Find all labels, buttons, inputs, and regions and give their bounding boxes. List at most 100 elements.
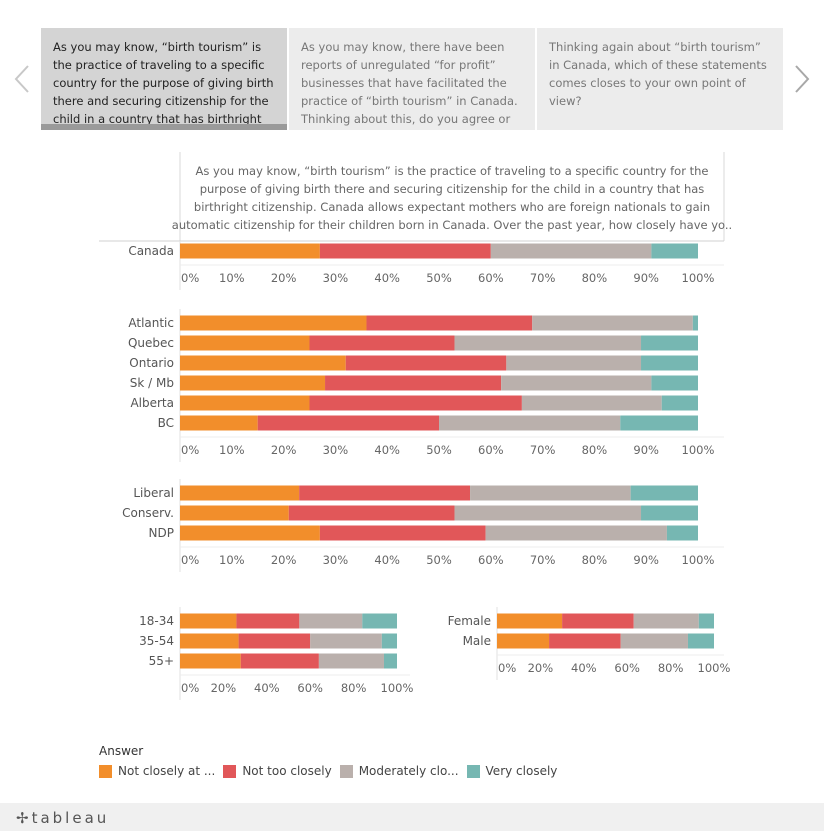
category-label: 35-54 (139, 634, 174, 648)
tick-label: 40% (254, 681, 280, 695)
category-label: Sk / Mb (130, 376, 174, 390)
bar-segment (366, 315, 533, 331)
tableau-plus-icon: ✢ (16, 809, 32, 827)
bar-segment (549, 633, 621, 649)
bar-segment (240, 653, 319, 669)
bar-segment (180, 485, 300, 501)
question-line-1: As you may know, “birth tourism” is the … (196, 164, 709, 178)
question-line-2: purpose of giving birth there and securi… (200, 182, 705, 196)
tick-label: 100% (682, 271, 715, 285)
bar-segment (180, 525, 320, 541)
bar-segment (288, 505, 455, 521)
bar-segment (236, 613, 300, 629)
tick-label: 20% (271, 553, 297, 567)
bar-segment (641, 335, 698, 351)
tick-label: 60% (614, 661, 640, 675)
bar-segment (325, 375, 502, 391)
category-label: Ontario (129, 356, 174, 370)
legend-label: Not closely at ... (118, 764, 216, 778)
legend-item-not-too-closely[interactable]: Not too closely (223, 764, 332, 778)
legend: Answer Not closely at ... Not too closel… (99, 744, 565, 778)
bar-segment (497, 633, 550, 649)
tick-label: 90% (633, 553, 659, 567)
tick-label: 80% (582, 271, 608, 285)
tick-label: 50% (426, 271, 452, 285)
tick-label: 30% (323, 443, 349, 457)
tick-label: 100% (698, 661, 731, 675)
story-tab-1-text: As you may know, “birth tourism” is the … (53, 40, 274, 126)
bar-segment (490, 243, 652, 259)
legend-title: Answer (99, 744, 144, 758)
bar-segment (521, 395, 662, 411)
chart-canada: Canada 0% 10% 20% 30% 40% 50% 60% 70% 80% 90% 100% (128, 241, 724, 290)
charts-area: As you may know, “birth tourism” is the … (99, 152, 732, 700)
category-label: NDP (149, 526, 174, 540)
tick-label: 90% (633, 443, 659, 457)
bar-segment (180, 355, 346, 371)
legend-item-very-closely[interactable]: Very closely (466, 764, 558, 778)
category-label: Quebec (128, 336, 174, 350)
tick-label: 70% (530, 443, 556, 457)
legend-item-not-closely-at-all[interactable]: Not closely at ... (99, 764, 215, 778)
bar-segment (180, 335, 310, 351)
story-tab-3[interactable]: Thinking again about “birth tourism” in … (537, 28, 783, 130)
category-label: Atlantic (128, 316, 174, 330)
tick-label: 20% (271, 271, 297, 285)
bar-segment (641, 505, 698, 521)
bar-segment (485, 525, 667, 541)
bar-segment (651, 375, 698, 391)
bar-segment (454, 335, 642, 351)
bar-segment (310, 633, 382, 649)
legend-swatch (99, 764, 112, 778)
bar-segment (238, 633, 311, 649)
tick-label: 20% (211, 681, 237, 695)
bar-segment (319, 243, 491, 259)
bar-segment (319, 525, 486, 541)
tick-label: 80% (658, 661, 684, 675)
story-tab-1[interactable]: As you may know, “birth tourism” is the … (41, 28, 287, 130)
previous-arrow-icon[interactable] (10, 62, 34, 96)
category-label: 55+ (149, 654, 174, 668)
bar-segment (651, 243, 698, 259)
story-tab-2[interactable]: As you may know, there have been reports… (289, 28, 535, 130)
category-label: Canada (128, 244, 174, 258)
chart-party: Liberal Conserv. NDP 0% 10% 20% 30% 40% 50% 60% 70… (122, 479, 724, 572)
tick-label: 20% (528, 661, 554, 675)
tableau-logo[interactable]: ✢tableau (16, 809, 109, 827)
category-label: Alberta (130, 396, 174, 410)
tick-label: 70% (530, 553, 556, 567)
tick-label: 100% (381, 681, 414, 695)
bar-segment (630, 485, 698, 501)
bar-segment (180, 395, 310, 411)
bar-segment (257, 415, 439, 431)
bar-segment (501, 375, 652, 391)
bar-segment (439, 415, 621, 431)
chart-region: Atlantic Quebec Ontario Sk / Mb Alberta BC 0% 1… (128, 309, 724, 462)
bar-segment (532, 315, 693, 331)
tick-label: 100% (682, 443, 715, 457)
bar-segment (633, 613, 699, 629)
bar-segment (299, 485, 471, 501)
tick-label: 0% (181, 681, 199, 695)
bar-segment (506, 355, 642, 371)
category-label: Female (448, 614, 491, 628)
tick-label: 60% (478, 443, 504, 457)
tick-label: 0% (181, 271, 199, 285)
category-label: 18-34 (139, 614, 174, 628)
tick-label: 100% (682, 553, 715, 567)
legend-label: Not too closely (242, 764, 332, 778)
bar-segment (180, 633, 239, 649)
legend-label: Very closely (485, 764, 558, 778)
story-tab-2-text: As you may know, there have been reports… (301, 40, 518, 126)
next-arrow-icon[interactable] (790, 62, 814, 96)
legend-swatch (466, 764, 480, 778)
tick-label: 90% (633, 271, 659, 285)
category-label: Liberal (133, 486, 174, 500)
bar-segment (698, 613, 714, 629)
bar-segment (562, 613, 634, 629)
legend-item-moderately-closely[interactable]: Moderately clo... (339, 764, 459, 778)
bar-segment (692, 315, 698, 331)
tick-label: 50% (426, 553, 452, 567)
tick-label: 70% (530, 271, 556, 285)
story-tab-3-text: Thinking again about “birth tourism” in … (549, 40, 767, 108)
